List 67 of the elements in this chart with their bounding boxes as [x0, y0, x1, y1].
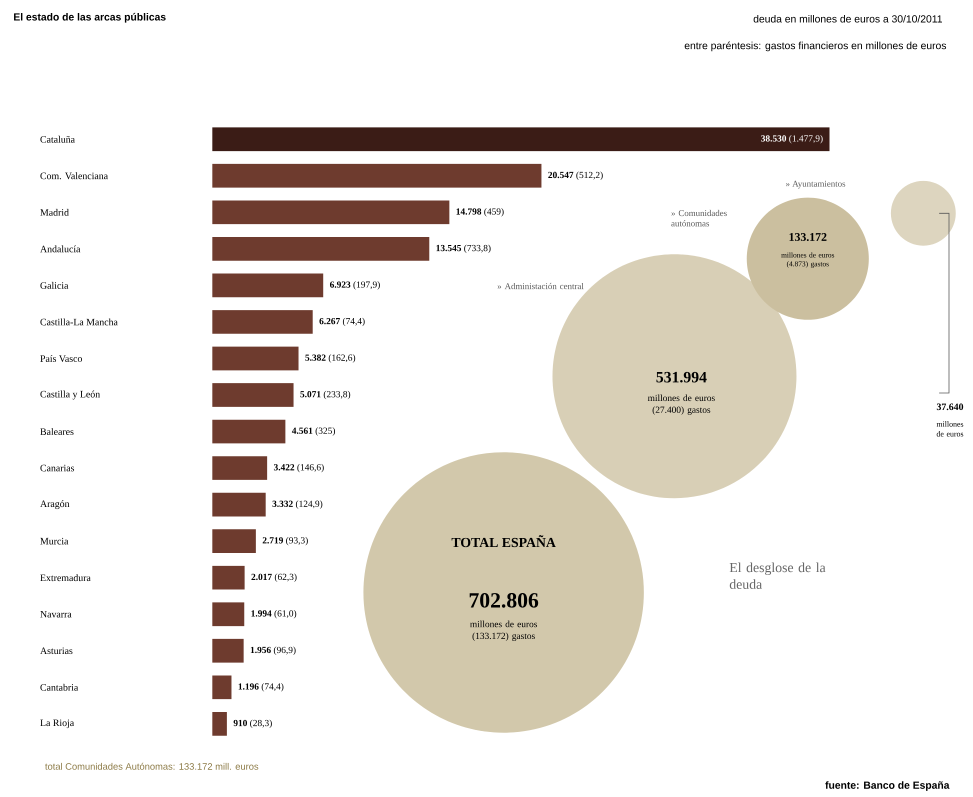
y-tick-label: Baleares	[40, 428, 74, 436]
annotation: millones de euros (27.400) gastos	[648, 394, 715, 415]
data-label: 37.640	[936, 404, 964, 410]
text: entre paréntesis: gastos financieros en millones de euros	[684, 42, 946, 52]
annotation: millones de euros (133.172) gastos	[470, 620, 538, 642]
data-label: 3.332 (124,9)	[272, 500, 322, 509]
y-tick-label: País Vasco	[40, 355, 82, 362]
y-tick-label: Com. Valenciana	[40, 172, 108, 180]
data-label: 4.561 (325)	[292, 427, 336, 436]
data-label: 1.196 (74,4)	[238, 683, 284, 692]
bar	[212, 127, 830, 152]
bar	[212, 200, 450, 224]
y-tick-label: Andalucía	[40, 245, 80, 252]
y-tick-label: Extremadura	[40, 574, 91, 582]
data-label: 5.071 (233,8)	[300, 390, 350, 400]
bar	[212, 420, 286, 444]
bar	[212, 676, 232, 700]
y-tick-label: Cataluña	[40, 136, 75, 143]
data-label: 38.530 (1.477,9)	[761, 135, 823, 144]
category-label: » Comunidades autónomas	[671, 210, 727, 226]
bar	[212, 346, 299, 370]
bar	[212, 274, 324, 298]
y-tick-label: Castilla y León	[40, 390, 100, 400]
data-label: 1.994 (61,0)	[251, 610, 296, 619]
data-label: 910 (28,3)	[234, 720, 272, 728]
y-tick-label: Asturias	[40, 648, 72, 654]
bar	[212, 237, 430, 261]
bar	[212, 164, 542, 188]
text: El estado de las arcas públicas	[14, 12, 166, 23]
bar	[212, 310, 313, 334]
bar	[212, 456, 268, 480]
data-label: 2.017 (62,3)	[251, 574, 297, 582]
data-label: 3.422 (146,6)	[274, 464, 324, 472]
bar	[212, 492, 266, 517]
data-label: 2.719 (93,3)	[262, 536, 308, 546]
data-label: 6.923 (197,9)	[330, 281, 380, 290]
category-label: » Administación central	[498, 282, 584, 290]
data-label: 5.382 (162,6)	[305, 354, 356, 363]
bar	[212, 566, 245, 590]
y-tick-label: Navarra	[40, 611, 72, 618]
category-label: » Ayuntamientos	[786, 180, 846, 189]
data-label: 133.172	[790, 233, 826, 242]
data-label: 20.547 (512,2)	[548, 172, 603, 180]
data-label: 14.798 (459)	[456, 208, 504, 217]
bar	[212, 602, 244, 626]
chart-subtitle: deuda en millones de euros a 30/10/2011	[754, 15, 942, 23]
data-label: 6.267 (74,4)	[319, 318, 365, 326]
y-tick-label: La Rioja	[40, 720, 74, 728]
y-tick-label: Madrid	[40, 208, 69, 216]
data-label: 13.545 (733,8)	[436, 244, 491, 254]
y-tick-label: Galicia	[40, 282, 68, 289]
source-note: fuente: Banco de España	[825, 781, 950, 791]
y-tick-label: Aragón	[40, 500, 70, 510]
data-label: 1.956 (96,9)	[250, 646, 296, 656]
category-label: TOTAL ESPAÑA	[452, 535, 556, 548]
bar	[212, 638, 244, 663]
bar	[212, 712, 227, 736]
data-label: 531.994	[656, 372, 707, 383]
y-tick-label: Murcia	[40, 538, 68, 545]
y-tick-label: Castilla-La Mancha	[40, 318, 118, 326]
y-tick-label: Canarias	[40, 464, 74, 472]
bar	[212, 529, 256, 554]
text: total Comunidades Autónomas: 133.172 mill. euros	[45, 762, 258, 770]
data-label: 702.806	[470, 593, 538, 608]
bar	[212, 383, 294, 407]
text: El desglose de la deuda	[730, 562, 826, 589]
y-tick-label: Cantabria	[40, 684, 78, 691]
